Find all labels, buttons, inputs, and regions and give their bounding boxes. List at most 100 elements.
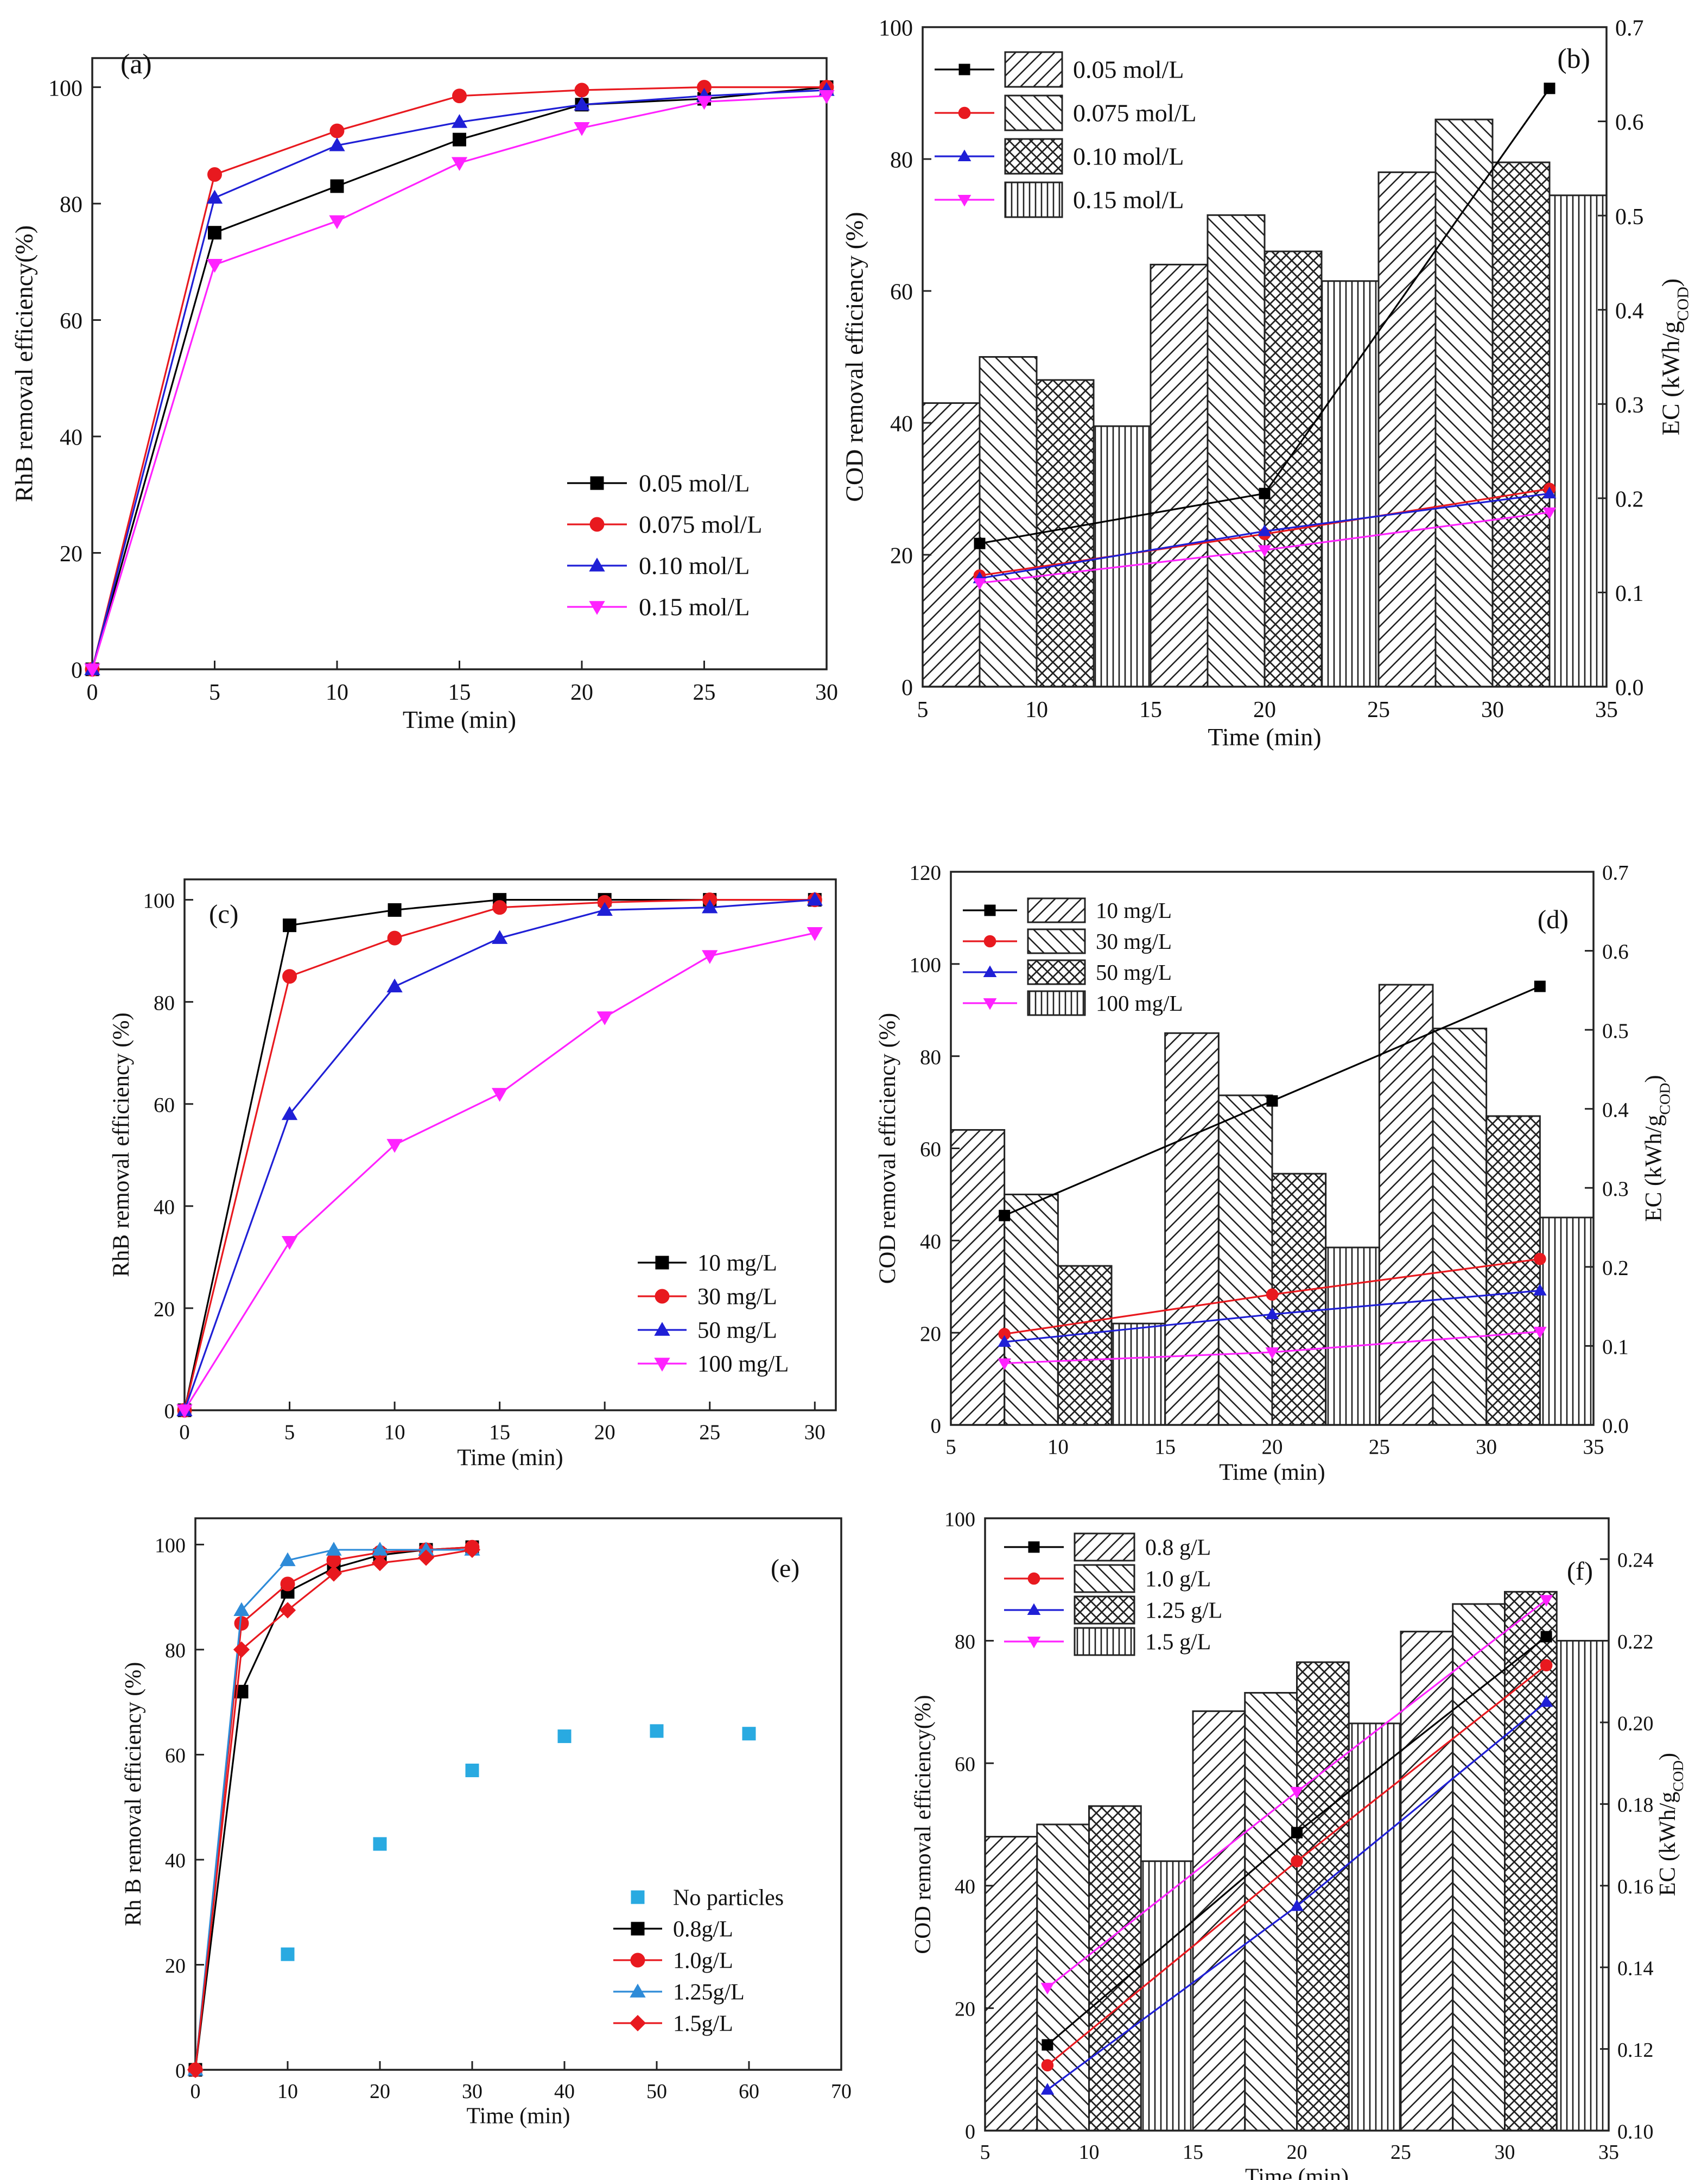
data-point [696, 96, 713, 110]
legend-swatch [1004, 138, 1063, 175]
legend-marker [630, 1983, 646, 1998]
data-point [329, 137, 345, 151]
legend-label: 10 mg/L [697, 1251, 777, 1276]
data-point [557, 1729, 572, 1744]
y2-tick-label: 0.16 [1617, 1875, 1654, 1898]
x-tick-label: 25 [1369, 1435, 1390, 1459]
y2-tick-label: 0.1 [1615, 581, 1644, 606]
x-tick-label: 25 [1390, 2141, 1411, 2164]
y2-tick-label: 0.3 [1602, 1177, 1629, 1201]
data-point [1539, 1595, 1553, 1607]
x-tick-label: 25 [1367, 698, 1390, 723]
x-axis-label: Time (min) [1245, 2165, 1349, 2180]
legend-label: 1.0g/L [673, 1948, 733, 1973]
data-point [1040, 2083, 1055, 2095]
data-point [326, 1542, 342, 1556]
y2-axis-label: EC (kWh/gCOD) [1656, 278, 1692, 435]
data-point [207, 167, 222, 182]
x-tick-label: 25 [693, 680, 716, 705]
data-point [280, 1552, 296, 1567]
legend-label: 0.05 mol/L [1073, 56, 1184, 84]
data-point [807, 891, 823, 906]
data-point [386, 978, 403, 993]
legend-label: 50 mg/L [1096, 960, 1172, 985]
legend-marker [590, 476, 604, 490]
bar [1485, 1115, 1541, 1426]
y2-tick-label: 0.14 [1617, 1957, 1654, 1980]
legend-label: 0.8 g/L [1145, 1535, 1211, 1560]
data-point [176, 1404, 193, 1418]
legend-marker [1027, 1572, 1040, 1585]
data-point [1042, 2039, 1053, 2051]
legend-label: 0.15 mol/L [1073, 186, 1184, 214]
x-tick-label: 10 [1025, 698, 1048, 723]
y-tick-label: 100 [910, 953, 942, 977]
data-point [283, 918, 297, 933]
data-point [1266, 1288, 1279, 1301]
x-tick-label: 15 [1154, 1435, 1176, 1459]
y-axis-label: COD removal efficiency (%) [875, 1013, 900, 1284]
x-axis-label: Time (min) [1208, 723, 1321, 751]
bar [1207, 214, 1266, 688]
data-point [1265, 1307, 1279, 1320]
data-point [1533, 1327, 1547, 1339]
legend-label: 30 mg/L [697, 1284, 777, 1310]
x-tick-label: 30 [462, 2080, 482, 2103]
x-tick-label: 20 [1287, 2141, 1307, 2164]
panel-label: (d) [1538, 904, 1569, 934]
x-tick-label: 70 [831, 2080, 852, 2103]
legend-marker [589, 517, 605, 532]
data-point [233, 1641, 250, 1658]
x-tick-label: 50 [646, 2080, 667, 2103]
series-0-05-mol-l [974, 83, 1555, 549]
legend-label: 1.0 g/L [1145, 1567, 1211, 1592]
bar [1192, 1710, 1246, 2132]
legend-marker [655, 1256, 669, 1270]
x-tick-label: 30 [815, 680, 838, 705]
legend: 10 mg/L 30 mg/L 50 mg/L 100 mg/L [638, 1251, 789, 1377]
bar [1491, 161, 1551, 688]
x-axis-label: Time (min) [1219, 1460, 1325, 1485]
legend-swatch [1074, 1532, 1135, 1562]
bar [1320, 280, 1380, 688]
data-point [1539, 1695, 1553, 1707]
bar [1263, 250, 1323, 688]
legend-label: 100 mg/L [1096, 991, 1183, 1016]
bar [1217, 1094, 1273, 1426]
x-tick-label: 35 [1583, 1435, 1604, 1459]
legend-label: 0.075 mol/L [1073, 99, 1196, 127]
legend-swatch [1074, 1595, 1135, 1625]
data-point [329, 123, 345, 138]
data-point [596, 1011, 613, 1025]
legend-marker [958, 64, 970, 75]
panel-a: 0 5 10 15 20 25 30 0 20 40 60 80 100 Time (min) RhB re… [10, 49, 838, 733]
series-100-mg-l [176, 927, 823, 1418]
x-tick-label: 10 [1047, 1435, 1069, 1459]
y-axis-label: Rh B removal efficiency (%) [121, 1662, 146, 1926]
series-line [91, 86, 827, 670]
y-tick-label: 60 [920, 1138, 941, 1161]
y-tick-label: 60 [955, 1753, 975, 1776]
data-point [329, 215, 345, 230]
y-axis-label: COD removal efficiency (%) [841, 212, 868, 502]
data-point [492, 900, 507, 915]
y-tick-label: 80 [890, 148, 913, 173]
legend-marker [957, 149, 972, 161]
x-tick-label: 20 [594, 1421, 615, 1444]
data-point [452, 88, 467, 104]
bar [1400, 1631, 1454, 2132]
x-tick-label: 0 [191, 2080, 201, 2103]
data-point [371, 1555, 389, 1571]
y2-tick-label: 0.18 [1617, 1794, 1654, 1817]
x-tick-label: 15 [1139, 698, 1162, 723]
series-0-8g-l [188, 1540, 479, 2077]
bar [1378, 984, 1434, 1426]
y-tick-label: 60 [60, 309, 82, 334]
x-tick-label: 10 [384, 1421, 405, 1444]
y2-axis-label: EC (kWh/gCOD) [1655, 1753, 1686, 1896]
y-tick-label: 40 [60, 426, 82, 451]
legend-marker [983, 935, 996, 948]
data-point [818, 90, 835, 104]
legend-label: 0.15 mol/L [639, 593, 750, 621]
legend: 0.05 mol/L 0.075 mol/L 0.10 mol/L 0.15 mol/… [567, 470, 762, 621]
